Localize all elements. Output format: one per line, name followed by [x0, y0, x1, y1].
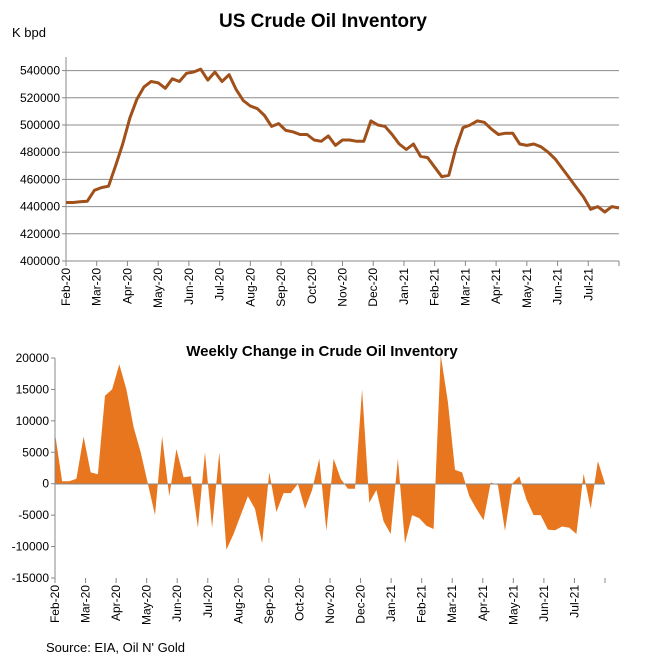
y-tick-label: 540000 [20, 64, 60, 78]
inventory-chart-title: US Crude Oil Inventory [219, 11, 427, 32]
x-tick-label: Mar-21 [445, 585, 459, 623]
y-tick-label: 460000 [20, 172, 60, 186]
weekly-change-chart: Weekly Change in Crude Oil Inventory -15… [12, 343, 606, 625]
x-tick-label: Aug-20 [243, 268, 257, 307]
x-tick-label: Jul-20 [213, 268, 227, 301]
x-tick-label: Jul-21 [581, 268, 595, 301]
inventory-x-ticks: Feb-20 Mar-20 Apr-20 May-20 Jun-20 Jul-20 Aug-… [59, 261, 620, 308]
x-tick-label: Jun-20 [170, 585, 184, 622]
inventory-chart: US Crude Oil Inventory K bpd 400000 42000… [12, 11, 620, 308]
x-tick-label: Mar-20 [79, 585, 93, 623]
x-tick-label: Apr-20 [120, 268, 134, 304]
x-tick-label: Nov-20 [323, 585, 337, 624]
y-tick-label: 15000 [16, 382, 50, 396]
x-tick-label: Jun-21 [537, 585, 551, 622]
y-tick-label: 420000 [20, 227, 60, 241]
x-tick-label: Dec-20 [366, 268, 380, 307]
x-tick-label: May-21 [520, 268, 534, 308]
x-tick-label: Feb-20 [59, 268, 73, 306]
weekly-change-y-ticks: -15000 -10000 -5000 0 5000 10000 15000 20000 [12, 351, 55, 585]
x-tick-label: Apr-21 [476, 585, 490, 621]
x-tick-label: Feb-21 [415, 585, 429, 623]
x-tick-label: Sep-20 [274, 268, 288, 307]
x-tick-label: Jun-20 [182, 268, 196, 305]
x-tick-label: Jan-21 [384, 585, 398, 622]
x-tick-label: Sep-20 [262, 585, 276, 624]
y-tick-label: 10000 [16, 414, 50, 428]
x-tick-label: Jul-21 [567, 585, 581, 618]
y-tick-label: -5000 [18, 508, 49, 522]
inventory-series-line [66, 67, 620, 214]
x-tick-label: Oct-20 [305, 268, 319, 304]
y-tick-label: 440000 [20, 200, 60, 214]
x-tick-label: Apr-21 [489, 268, 503, 304]
y-tick-label: 520000 [20, 91, 60, 105]
x-tick-label: Dec-20 [354, 585, 368, 624]
y-tick-label: 480000 [20, 145, 60, 159]
x-tick-label: Feb-20 [48, 585, 62, 623]
y-tick-label: 5000 [22, 445, 49, 459]
x-tick-label: Feb-21 [428, 268, 442, 306]
y-tick-label: 500000 [20, 118, 60, 132]
x-tick-label: Apr-20 [109, 585, 123, 621]
x-tick-label: Jan-21 [397, 268, 411, 305]
x-tick-label: May-21 [506, 585, 520, 625]
x-tick-label: Mar-20 [90, 268, 104, 306]
x-tick-label: May-20 [140, 585, 154, 625]
source-note: Source: EIA, Oil N' Gold [46, 640, 185, 655]
x-tick-label: Jul-20 [201, 585, 215, 618]
x-tick-label: May-20 [151, 268, 165, 308]
x-tick-label: Oct-20 [292, 585, 306, 621]
y-tick-label: 0 [42, 477, 49, 491]
x-tick-label: Jun-21 [551, 268, 565, 305]
y-tick-label: -10000 [12, 540, 50, 554]
weekly-change-x-ticks: Feb-20 Mar-20 Apr-20 May-20 Jun-20 Jul-20 Aug-… [48, 578, 606, 625]
inventory-gridlines [66, 70, 619, 262]
x-tick-label: Aug-20 [231, 585, 245, 624]
inventory-y-ticks: 400000 420000 440000 460000 480000 500000 5200… [20, 64, 66, 268]
y-tick-label: -15000 [12, 571, 50, 585]
y-tick-label: 20000 [16, 351, 50, 365]
weekly-change-chart-title: Weekly Change in Crude Oil Inventory [186, 343, 458, 360]
inventory-y-unit: K bpd [12, 25, 46, 40]
x-tick-label: Mar-21 [458, 268, 472, 306]
x-tick-label: Nov-20 [336, 268, 350, 307]
weekly-change-series-area [55, 354, 605, 550]
y-tick-label: 400000 [20, 254, 60, 268]
